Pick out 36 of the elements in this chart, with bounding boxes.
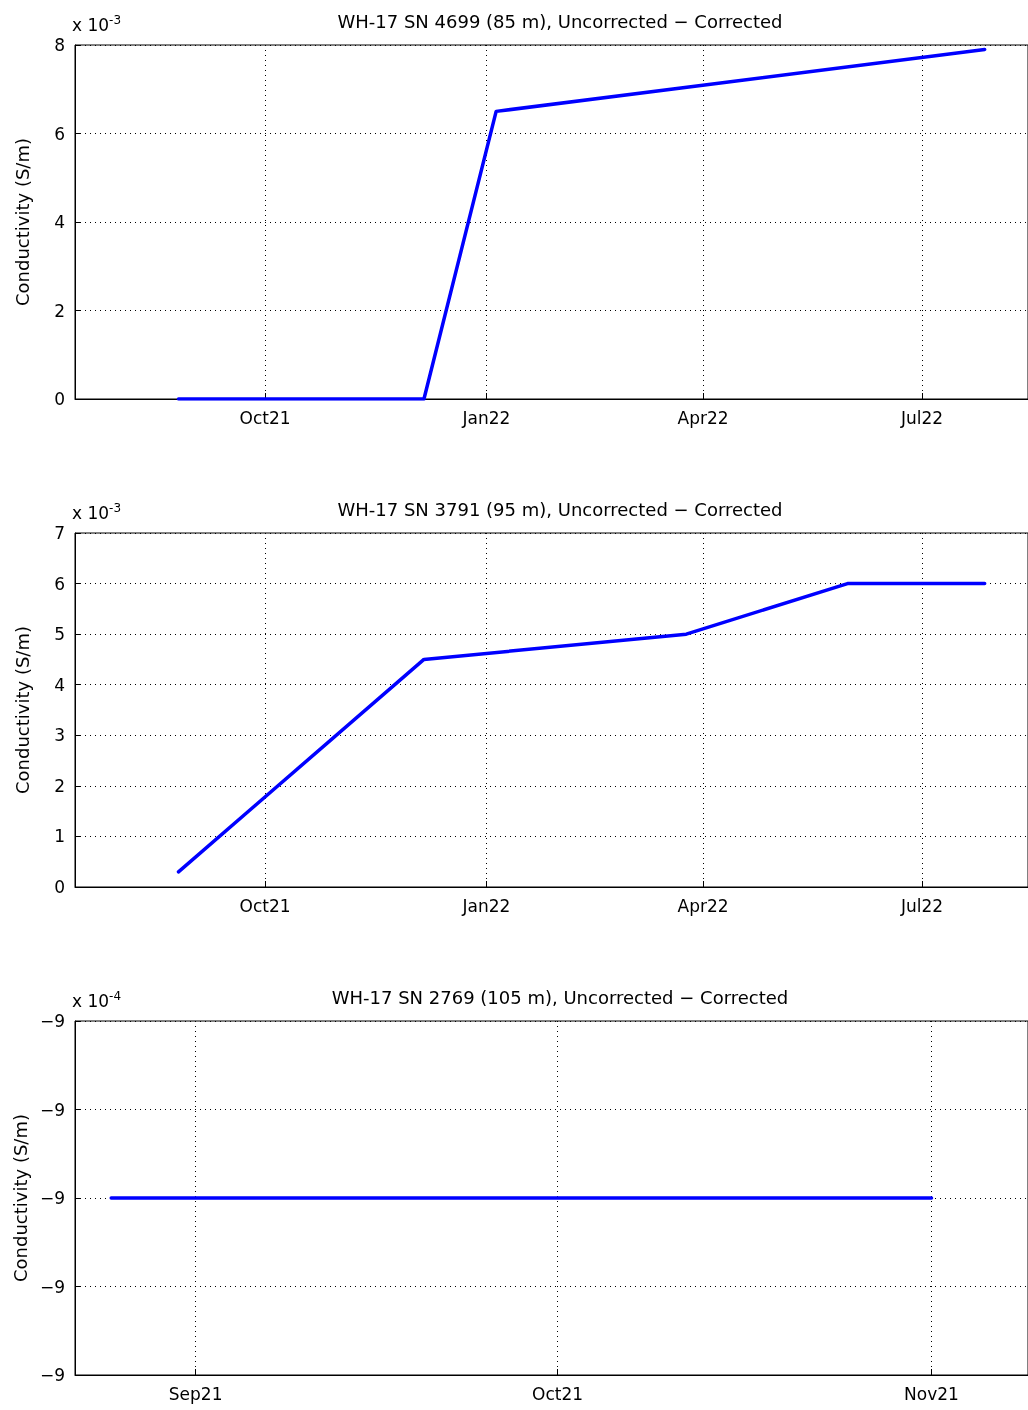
x-tick-label: Jul22: [900, 407, 944, 428]
y-tick-label: 4: [54, 674, 65, 695]
y-tick-label: 2: [54, 300, 65, 321]
y-tick-label: 3: [54, 725, 65, 746]
x-tick-label: Apr22: [677, 895, 729, 916]
y-tick-label: 2: [54, 775, 65, 796]
y-tick-label: 0: [54, 877, 65, 897]
y-tick-label: −9: [39, 1365, 65, 1385]
line-series: [176, 581, 987, 874]
y-tick-label: 7: [54, 523, 65, 543]
y-tick-label: 6: [54, 573, 65, 594]
y-axis-title: Conductivity (S/m): [9, 1114, 31, 1282]
chart-title: WH-17 SN 3791 (95 m), Uncorrected − Corrected: [337, 498, 783, 520]
y-tick-label: −9: [39, 1099, 65, 1120]
y-tick-label: 6: [54, 123, 65, 144]
x-tick-label: Apr22: [677, 407, 729, 428]
chart-title: WH-17 SN 2769 (105 m), Uncorrected − Corrected: [331, 986, 789, 1008]
y-tick-label: 1: [54, 826, 65, 847]
y-tick-label: 8: [54, 35, 65, 55]
y-axis-title: Conductivity (S/m): [11, 626, 33, 794]
y-axis-title: Conductivity (S/m): [11, 138, 33, 306]
y-tick-label: 0: [54, 389, 65, 409]
y-tick-label: 4: [54, 212, 65, 232]
x-tick-label: Jan22: [461, 407, 511, 428]
y-tick-label: −9: [39, 1276, 65, 1297]
x-tick-label: Jul22: [900, 895, 944, 916]
chart-title: WH-17 SN 4699 (85 m), Uncorrected − Corrected: [337, 10, 783, 32]
x-tick-label: Oct21: [239, 895, 291, 916]
y-tick-label: −9: [39, 1188, 65, 1208]
y-tick-label: −9: [39, 1011, 65, 1031]
x-tick-label: Jan22: [461, 895, 511, 916]
x-tick-label: Oct21: [239, 407, 291, 428]
x-tick-label: Oct21: [532, 1383, 584, 1404]
x-tick-label: Nov21: [904, 1383, 959, 1404]
y-tick-label: 5: [54, 624, 65, 645]
x-tick-label: Sep21: [168, 1383, 223, 1404]
